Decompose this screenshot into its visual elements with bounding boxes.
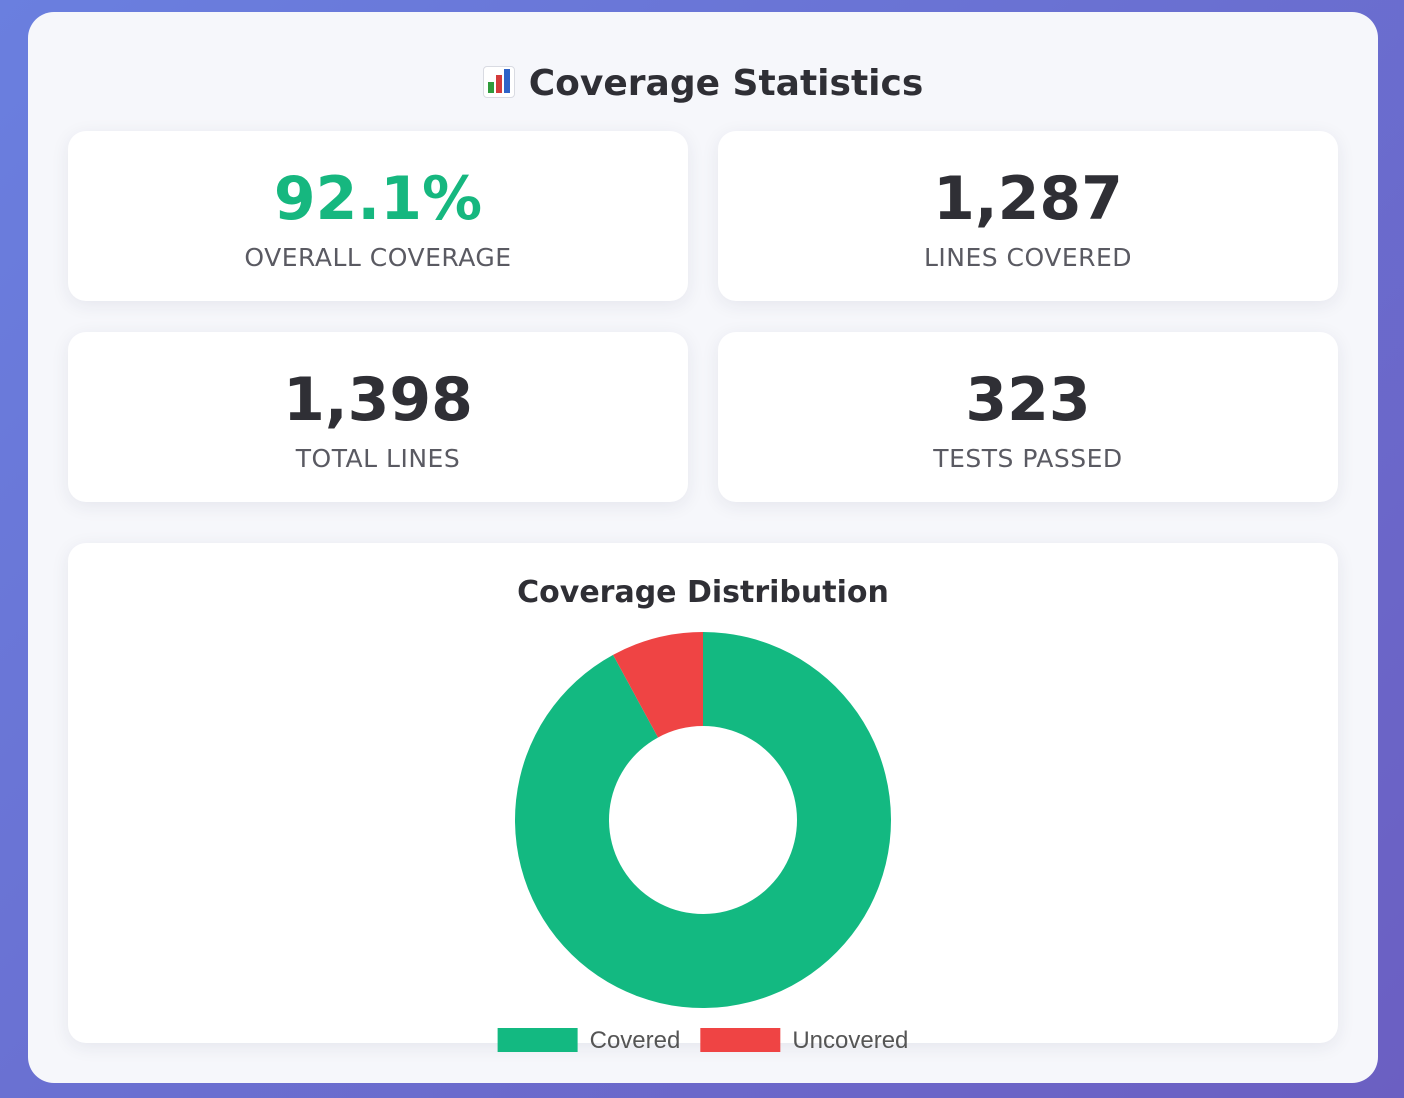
legend-swatch-uncovered[interactable] bbox=[700, 1028, 781, 1052]
legend-swatch-covered[interactable] bbox=[497, 1028, 578, 1052]
chart-title: Coverage Distribution bbox=[517, 575, 889, 610]
coverage-chart-card: Covered Uncovered Coverage Distribution bbox=[68, 543, 1338, 1054]
page-title-text: Coverage Statistics bbox=[528, 63, 924, 104]
stat-label: LINES COVERED bbox=[923, 243, 1133, 272]
stat-card-tests-passed: 323 TESTS PASSED bbox=[718, 332, 1338, 502]
legend-label-covered[interactable]: Covered bbox=[590, 1027, 681, 1054]
stat-card-lines-covered: 1,287 LINES COVERED bbox=[718, 131, 1338, 301]
stat-value: 1,398 bbox=[283, 365, 473, 435]
stat-value: 92.1% bbox=[273, 164, 483, 234]
donut-slice-covered[interactable] bbox=[515, 632, 891, 1008]
stat-label: TESTS PASSED bbox=[933, 444, 1123, 473]
coverage-donut-chart: Covered Uncovered bbox=[497, 632, 908, 1054]
stat-value: 1,287 bbox=[933, 164, 1123, 234]
page-title: Coverage Statistics bbox=[28, 62, 1378, 106]
stat-card-overall-coverage: 92.1% OVERALL COVERAGE bbox=[68, 131, 688, 301]
donut-slice-uncovered[interactable] bbox=[613, 632, 703, 738]
stat-value: 323 bbox=[965, 365, 1091, 435]
bar-chart-icon bbox=[482, 66, 515, 98]
legend-label-uncovered[interactable]: Uncovered bbox=[792, 1027, 908, 1054]
stat-card-total-lines: 1,398 TOTAL LINES bbox=[68, 332, 688, 502]
stat-label: OVERALL COVERAGE bbox=[244, 243, 512, 272]
coverage-panel: Coverage Statistics 92.1% OVERALL COVERA… bbox=[28, 12, 1378, 1083]
stat-label: TOTAL LINES bbox=[295, 444, 461, 473]
